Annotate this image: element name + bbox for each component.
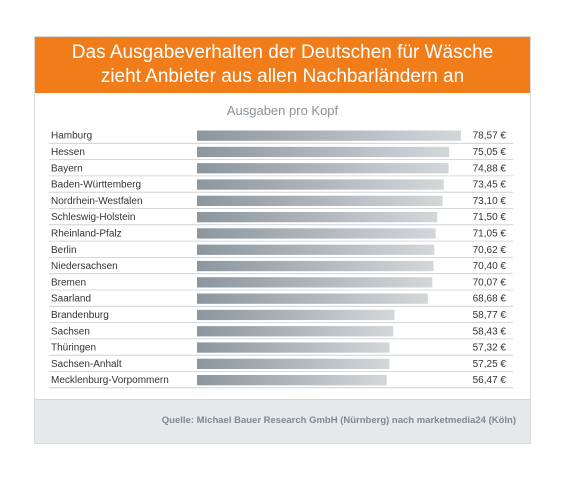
category-label: Thüringen <box>51 343 96 354</box>
value-label: 68,68 € <box>473 294 507 305</box>
chart-card: Das Ausgabeverhalten der Deutschen für W… <box>34 36 531 444</box>
bar <box>197 146 450 158</box>
bar <box>197 228 436 239</box>
category-label: Sachsen <box>51 326 90 337</box>
value-label: 78,57 € <box>473 131 507 142</box>
value-label: 57,32 € <box>473 343 507 354</box>
value-label: 70,62 € <box>473 245 507 256</box>
bar <box>197 244 435 255</box>
value-label: 71,05 € <box>473 228 507 239</box>
category-label: Bayern <box>51 163 83 174</box>
value-label: 73,10 € <box>473 196 507 207</box>
bar <box>197 260 434 272</box>
category-label: Sachsen-Anhalt <box>51 359 122 370</box>
bar <box>197 130 461 141</box>
bar <box>197 342 390 353</box>
category-label: Hamburg <box>51 131 92 142</box>
chart-header: Das Ausgabeverhalten der Deutschen für W… <box>35 37 530 93</box>
value-label: 58,77 € <box>473 310 507 321</box>
category-label: Brandenburg <box>51 310 109 321</box>
bar <box>197 326 394 337</box>
category-label: Hessen <box>51 147 85 158</box>
bar <box>197 309 395 321</box>
category-label: Schleswig-Holstein <box>51 212 135 223</box>
chart-title-line2: zieht Anbieter aus allen Nachbarländern … <box>100 66 465 87</box>
bar <box>197 375 387 386</box>
category-label: Nordrhein-Westfalen <box>51 196 143 207</box>
bar <box>197 277 433 288</box>
bar <box>197 358 390 369</box>
category-label: Niedersachsen <box>51 261 118 272</box>
bar <box>197 179 444 190</box>
bar <box>197 212 438 223</box>
category-label: Baden-Württemberg <box>51 180 141 191</box>
category-label: Bremen <box>51 277 86 288</box>
value-label: 58,43 € <box>473 326 507 337</box>
value-label: 73,45 € <box>473 180 507 191</box>
value-label: 74,88 € <box>473 163 507 174</box>
chart-subtitle: Ausgaben pro Kopf <box>226 103 339 118</box>
category-label: Berlin <box>51 245 77 256</box>
category-label: Rheinland-Pfalz <box>51 228 122 239</box>
bar <box>197 293 428 304</box>
category-label: Saarland <box>51 294 91 305</box>
value-label: 75,05 € <box>473 147 507 158</box>
source-footer: Quelle: Michael Bauer Research GmbH (Nür… <box>35 399 530 443</box>
category-label: Mecklenburg-Vorpommern <box>51 375 169 386</box>
bar <box>197 163 449 174</box>
source-text: Quelle: Michael Bauer Research GmbH (Nür… <box>161 415 516 426</box>
chart-title-line1: Das Ausgabeverhalten der Deutschen für W… <box>71 42 494 63</box>
bar <box>197 195 443 206</box>
value-label: 57,25 € <box>473 359 507 370</box>
value-label: 70,40 € <box>473 261 507 272</box>
value-label: 70,07 € <box>473 277 507 288</box>
value-label: 71,50 € <box>473 212 507 223</box>
value-label: 56,47 € <box>473 375 507 386</box>
bar-chart: Hamburg 78,57 € Hessen 75,05 € Bayern 74,88 €… <box>49 130 513 389</box>
